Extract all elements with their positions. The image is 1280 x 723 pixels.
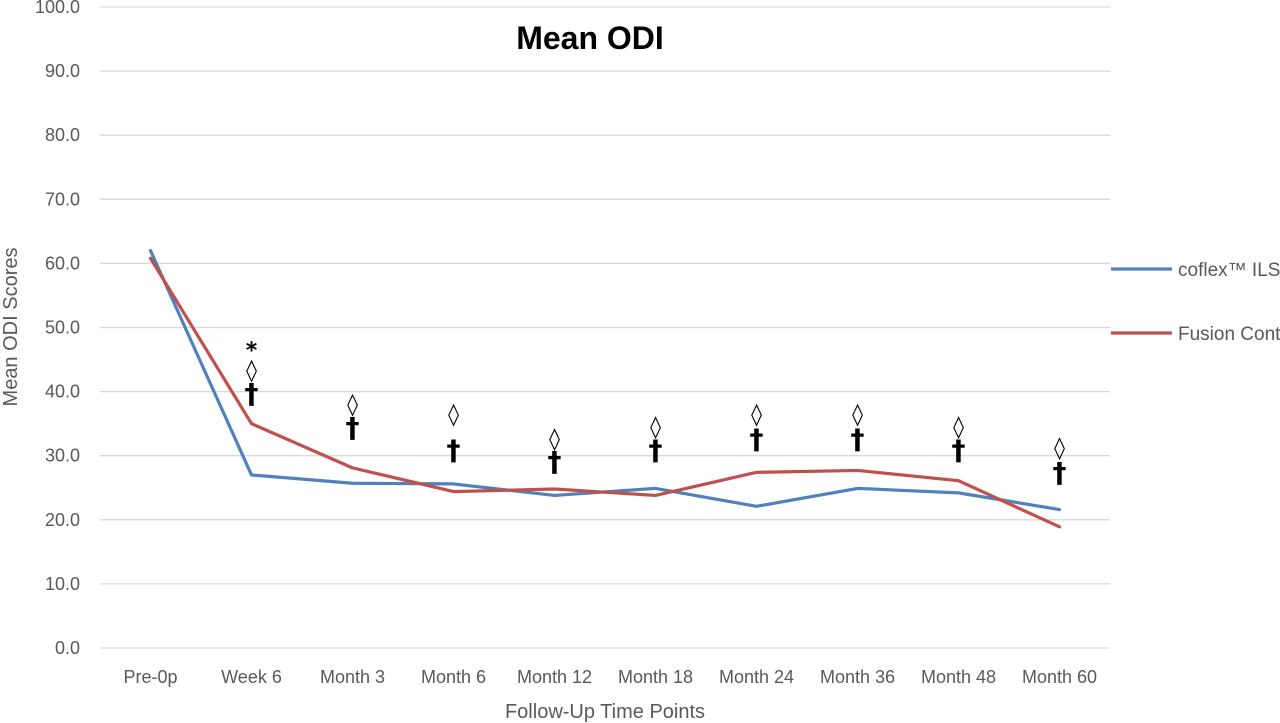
- lozenge-marker: ◊: [549, 427, 560, 452]
- dagger-marker: †: [952, 434, 966, 467]
- y-tick-label: 10.0: [45, 574, 80, 594]
- x-axis-title: Follow-Up Time Points: [505, 701, 705, 723]
- y-tick-label: 50.0: [45, 318, 80, 338]
- x-tick-label: Pre-0p: [123, 667, 177, 687]
- y-tick-label: 20.0: [45, 510, 80, 530]
- lozenge-marker: ◊: [953, 415, 964, 440]
- legend-label: Fusion Control: [1178, 324, 1280, 345]
- y-tick-label: 30.0: [45, 446, 80, 466]
- dagger-marker: †: [750, 423, 764, 456]
- lozenge-marker: ◊: [650, 415, 661, 440]
- x-tick-label: Week 6: [221, 667, 282, 687]
- lozenge-marker: ◊: [852, 403, 863, 428]
- lozenge-marker: ◊: [246, 358, 257, 383]
- y-tick-label: 0.0: [55, 638, 80, 658]
- dagger-marker: †: [851, 423, 865, 456]
- series-line-fusion: [148, 256, 1062, 529]
- x-tick-label: Month 18: [618, 667, 693, 687]
- lozenge-marker: ◊: [751, 403, 762, 428]
- y-axis-title: Mean ODI Scores: [0, 248, 22, 407]
- y-tick-label: 70.0: [45, 189, 80, 209]
- x-tick-label: Month 24: [719, 667, 794, 687]
- x-tick-label: Month 60: [1022, 667, 1097, 687]
- x-tick-label: Month 48: [921, 667, 996, 687]
- y-tick-label: 90.0: [45, 61, 80, 81]
- lozenge-marker: ◊: [448, 403, 459, 428]
- legend: coflex™ ILS Fusion Control: [1111, 260, 1280, 345]
- dagger-marker: †: [245, 377, 259, 410]
- dagger-marker: †: [1053, 456, 1067, 489]
- x-axis-ticks: Pre-0p Week 6 Month 3 Month 6 Month 12 Month …: [123, 667, 1097, 687]
- dagger-marker: †: [649, 434, 663, 467]
- series-lines: [148, 248, 1062, 529]
- asterisk-marker: *: [246, 339, 258, 364]
- lozenge-marker: ◊: [347, 392, 358, 417]
- x-tick-label: Month 12: [517, 667, 592, 687]
- y-tick-label: 40.0: [45, 382, 80, 402]
- chart-title: Mean ODI: [516, 20, 664, 56]
- significance-markers: *◊† ◊† ◊† ◊†◊†◊†◊† ◊† ◊†: [245, 339, 1067, 489]
- y-axis-ticks: 0.0 10.0 20.0 30.0 40.0 50.0 60.0 70.0 80.0 90.0 1…: [35, 0, 80, 658]
- x-tick-label: Month 36: [820, 667, 895, 687]
- lozenge-marker: ◊: [1054, 436, 1065, 461]
- y-tick-label: 60.0: [45, 253, 80, 273]
- dagger-marker: †: [447, 434, 461, 467]
- dagger-marker: †: [548, 445, 562, 478]
- y-tick-label: 80.0: [45, 125, 80, 145]
- series-line-coflex: [148, 248, 1062, 512]
- dagger-marker: †: [346, 411, 360, 444]
- x-tick-label: Month 3: [320, 667, 385, 687]
- gridlines: [100, 6, 1110, 649]
- y-tick-label: 100.0: [35, 0, 80, 17]
- legend-label: coflex™ ILS: [1178, 260, 1280, 281]
- x-tick-label: Month 6: [421, 667, 486, 687]
